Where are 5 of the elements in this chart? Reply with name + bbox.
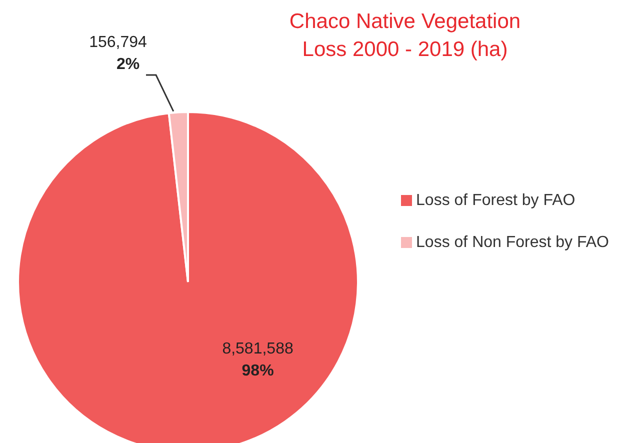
chart-title: Chaco Native Vegetation Loss 2000 - 2019 (ha): [289, 10, 521, 61]
data-label: 156,794 2%: [89, 34, 148, 73]
legend-label: Loss of Forest by FAO: [416, 192, 576, 208]
legend-label: Loss of Non Forest by FAO: [416, 234, 609, 250]
data-label: 8,581,588 98%: [222, 340, 294, 380]
